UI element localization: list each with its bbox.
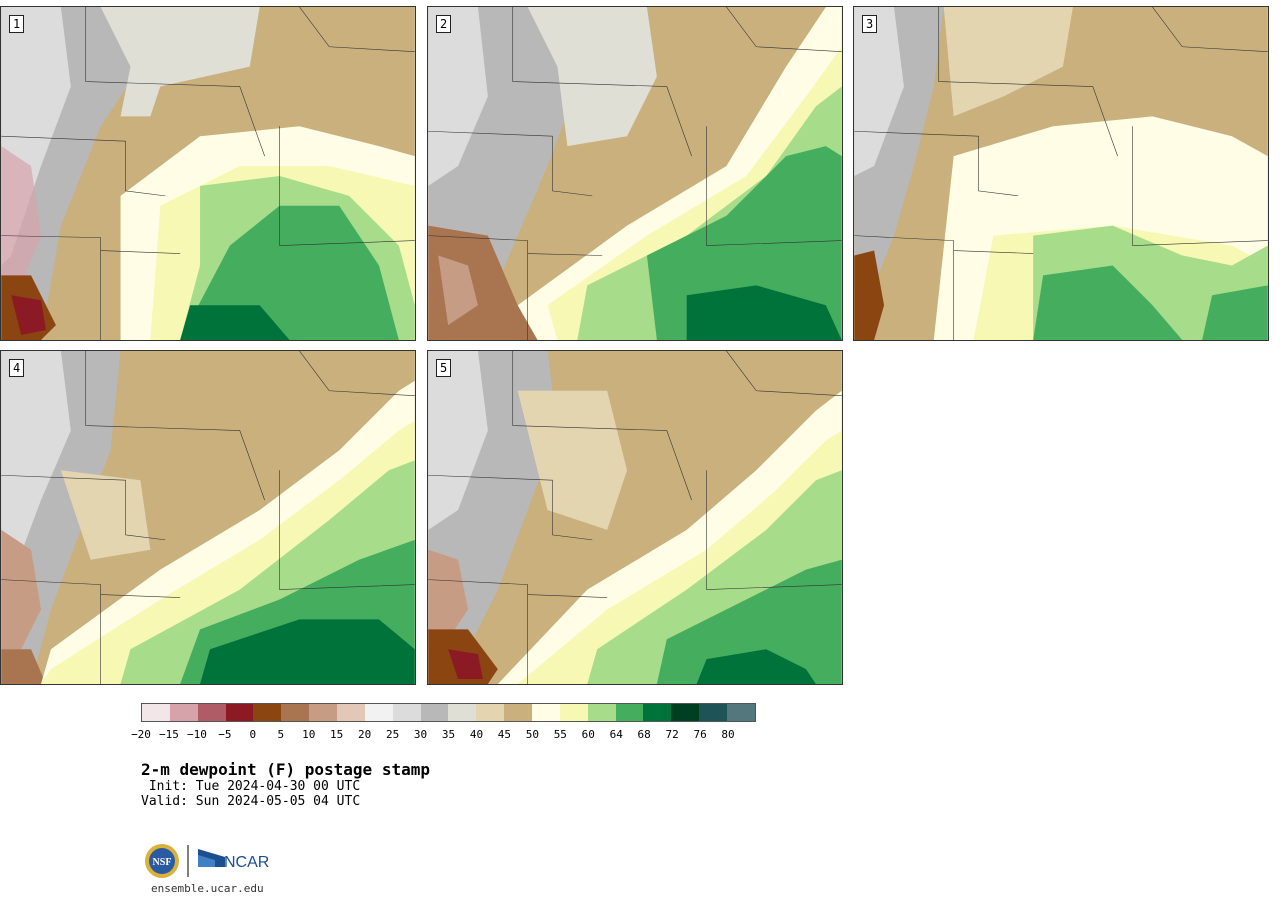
colorbar-tick-label: 80 — [721, 728, 735, 741]
colorbar-segment — [364, 704, 393, 721]
colorbar-tick-label: −15 — [159, 728, 179, 741]
colorbar — [141, 703, 756, 722]
colorbar-tick-label: 30 — [413, 728, 428, 741]
colorbar-tick-label: 60 — [581, 728, 595, 741]
logos: NSF NCAR — [145, 844, 269, 878]
website-text: ensemble.ucar.edu — [151, 882, 264, 895]
colorbar-segment — [615, 704, 644, 721]
colorbar-tick-label: −10 — [186, 728, 207, 741]
colorbar-tick-label: 15 — [330, 728, 344, 741]
colorbar-segment — [142, 704, 170, 721]
init-time: Init: Tue 2024-04-30 00 UTC — [141, 779, 361, 794]
colorbar-tick-label: 50 — [525, 728, 539, 741]
dewpoint-map-5 — [428, 351, 842, 684]
map-panel-4: 4 — [0, 350, 416, 685]
panel-number: 1 — [9, 15, 25, 33]
svg-text:NCAR: NCAR — [224, 854, 269, 871]
colorbar-tick-label: 20 — [358, 728, 372, 741]
colorbar-segment — [559, 704, 588, 721]
colorbar-segment — [476, 704, 505, 721]
valid-time: Valid: Sun 2024-05-05 04 UTC — [141, 794, 361, 809]
colorbar-tick-label: 45 — [497, 728, 512, 741]
dewpoint-map-4 — [1, 351, 415, 684]
colorbar-segment — [420, 704, 449, 721]
colorbar-segment — [699, 704, 728, 721]
panel-number: 2 — [436, 15, 452, 33]
colorbar-tick-label: −20 — [131, 728, 151, 741]
colorbar-segment — [727, 704, 755, 721]
nsf-logo: NSF — [145, 844, 179, 878]
colorbar-segment — [169, 704, 198, 721]
map-panel-1: 1 — [0, 6, 416, 341]
colorbar-segment — [504, 704, 533, 721]
colorbar-segment — [587, 704, 616, 721]
colorbar-tick-label: 64 — [609, 728, 623, 741]
colorbar-segment — [253, 704, 282, 721]
colorbar-tick-label: 25 — [385, 728, 400, 741]
ncar-logo: NCAR — [198, 849, 269, 871]
colorbar-tick-label: 55 — [553, 728, 567, 741]
panel-number: 4 — [9, 359, 25, 377]
colorbar-segment — [392, 704, 421, 721]
map-panel-3: 3 — [853, 6, 1269, 341]
colorbar-segment — [643, 704, 672, 721]
map-panel-5: 5 — [427, 350, 843, 685]
colorbar-segment — [532, 704, 560, 721]
svg-text:NSF: NSF — [153, 857, 172, 868]
colorbar-tick-label: −5 — [218, 728, 232, 741]
colorbar-segment — [281, 704, 310, 721]
colorbar-segment — [197, 704, 226, 721]
panel-number: 3 — [862, 15, 878, 33]
colorbar-tick-label: 40 — [469, 728, 484, 741]
map-panel-2: 2 — [427, 6, 843, 341]
dewpoint-map-1 — [1, 7, 415, 340]
colorbar-tick-label: 76 — [693, 728, 707, 741]
colorbar-segment — [671, 704, 700, 721]
dewpoint-map-2 — [428, 7, 842, 340]
panel-number: 5 — [436, 359, 452, 377]
colorbar-tick-label: 35 — [441, 728, 456, 741]
colorbar-ticks: −20 −15 −10 −5 0 5 10 15 20 25 30 35 40 45 50 55 60 64 68 7… — [131, 728, 756, 742]
colorbar-tick-label: 72 — [665, 728, 679, 741]
map-title: 2-m dewpoint (F) postage stamp — [141, 760, 430, 779]
colorbar-tick-label: 10 — [302, 728, 316, 741]
colorbar-tick-label: 5 — [277, 728, 285, 741]
colorbar-tick-label: 0 — [249, 728, 257, 741]
colorbar-segment — [448, 704, 477, 721]
dewpoint-map-3 — [854, 7, 1268, 340]
colorbar-segment — [225, 704, 254, 721]
colorbar-segment — [337, 704, 365, 721]
colorbar-tick-label: 68 — [637, 728, 651, 741]
colorbar-segment — [309, 704, 338, 721]
